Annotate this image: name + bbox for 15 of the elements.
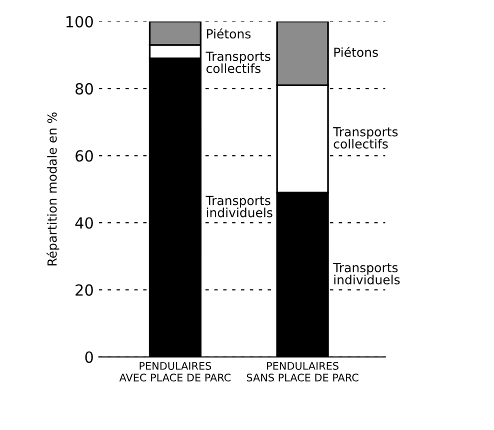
text: Transports collectifs bbox=[333, 127, 398, 149]
series-label: Transports individuels bbox=[206, 196, 272, 218]
text: Transports individuels bbox=[333, 263, 400, 284]
y-tick-label: 0 bbox=[85, 351, 93, 363]
y-tick-label: 80 bbox=[76, 83, 93, 95]
series-label: Transports collectifs bbox=[206, 52, 270, 74]
y-tick-label: 20 bbox=[76, 284, 93, 296]
y-axis-title: Répartition modale en % bbox=[46, 112, 60, 266]
y-tick-label: 60 bbox=[76, 150, 93, 162]
y-tick-label: 40 bbox=[75, 217, 93, 229]
x-tick-label: PENDULAIRES AVEC PLACE DE PARC bbox=[119, 362, 231, 382]
series-label: Piétons bbox=[206, 28, 251, 39]
x-tick-label: PENDULAIRES SANS PLACE DE PARC bbox=[246, 362, 358, 382]
text: Piétons bbox=[334, 46, 378, 57]
y-tick-label: 100 bbox=[66, 16, 93, 28]
